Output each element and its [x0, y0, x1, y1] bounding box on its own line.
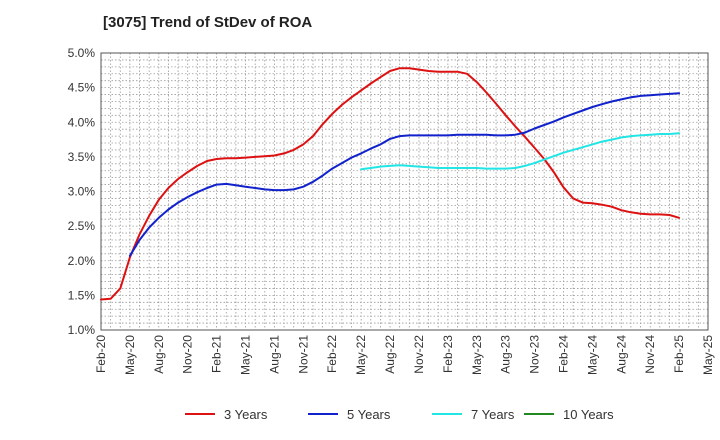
plot-area — [101, 53, 708, 330]
legend-label: 7 Years — [471, 407, 515, 422]
x-tick-label: May-24 — [585, 335, 599, 375]
y-tick-label: 1.5% — [68, 288, 96, 302]
series-line-7-years — [360, 132, 681, 171]
legend-label: 10 Years — [563, 407, 614, 422]
series-line-5-years — [128, 92, 681, 257]
y-tick-label: 1.0% — [68, 323, 96, 337]
x-tick-label: Nov-23 — [528, 335, 542, 374]
y-tick-label: 2.5% — [68, 219, 96, 233]
legend-label: 5 Years — [347, 407, 391, 422]
x-tick-label: Feb-25 — [672, 335, 686, 373]
x-tick-label: Nov-24 — [643, 335, 657, 374]
x-tick-label: Aug-21 — [267, 335, 281, 374]
y-tick-label: 4.5% — [68, 81, 96, 95]
y-tick-label: 3.5% — [68, 150, 96, 164]
x-tick-label: Feb-22 — [325, 335, 339, 373]
x-tick-label: Feb-23 — [441, 335, 455, 373]
x-tick-label: May-20 — [123, 335, 137, 375]
series-line-3-years — [100, 67, 681, 301]
x-tick-label: May-25 — [701, 335, 715, 375]
legend-label: 3 Years — [224, 407, 268, 422]
x-tick-label: May-22 — [354, 335, 368, 375]
y-tick-label: 5.0% — [68, 46, 96, 60]
x-tick-label: Aug-22 — [383, 335, 397, 374]
x-tick-label: Aug-24 — [614, 335, 628, 374]
x-tick-label: Aug-23 — [499, 335, 513, 374]
x-tick-label: Feb-21 — [210, 335, 224, 373]
x-tick-label: Nov-21 — [296, 335, 310, 374]
x-tick-label: Feb-24 — [556, 335, 570, 373]
y-tick-label: 2.0% — [68, 254, 96, 268]
x-tick-label: Nov-20 — [181, 335, 195, 374]
x-tick-label: Nov-22 — [412, 335, 426, 374]
x-tick-label: May-21 — [239, 335, 253, 375]
y-tick-label: 3.0% — [68, 185, 96, 199]
y-tick-label: 4.0% — [68, 115, 96, 129]
x-tick-label: Feb-20 — [94, 335, 108, 373]
x-tick-label: Aug-20 — [152, 335, 166, 374]
chart-title: [3075] Trend of StDev of ROA — [103, 14, 313, 31]
x-tick-label: May-23 — [470, 335, 484, 375]
plot-frame — [100, 52, 709, 331]
